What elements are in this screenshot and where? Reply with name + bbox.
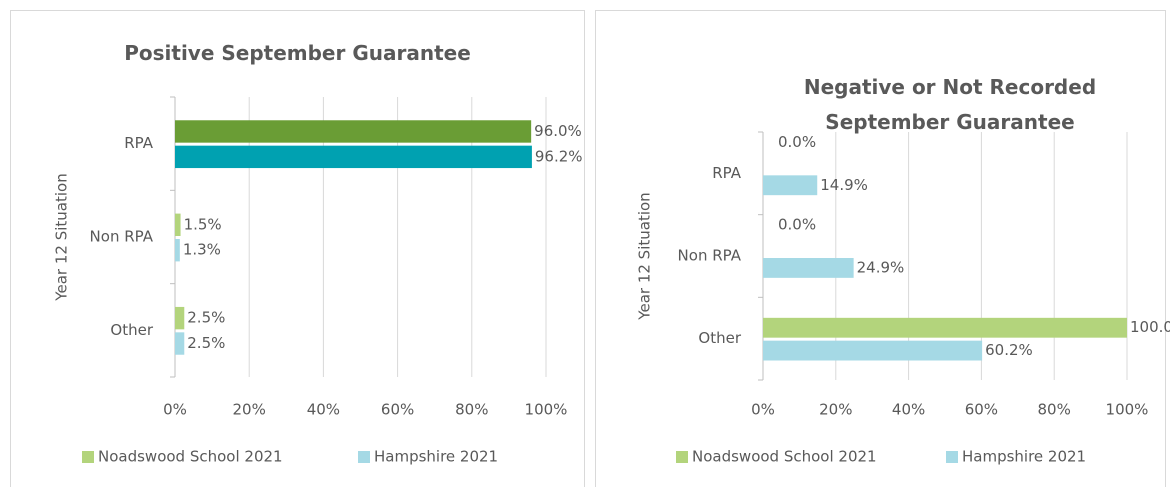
bar (175, 145, 532, 169)
y-tick-label: Other (110, 321, 153, 339)
x-tick-label: 0% (751, 401, 775, 419)
bar (763, 317, 1127, 338)
value-label: 1.5% (184, 215, 222, 233)
chart-title: Positive September Guarantee (124, 41, 471, 65)
legend-swatch (676, 451, 688, 463)
legend-swatch (358, 451, 370, 463)
value-label: 2.5% (187, 334, 225, 352)
x-tick-label: 20% (233, 401, 266, 419)
bar (763, 175, 818, 196)
value-label: 100.0% (1130, 318, 1170, 336)
legend-label: Hampshire 2021 (374, 448, 498, 466)
bar (175, 120, 532, 143)
bar (175, 332, 185, 355)
legend-swatch (82, 451, 94, 463)
legend-label: Noadswood School 2021 (692, 448, 877, 466)
x-tick-label: 80% (455, 401, 488, 419)
bar (175, 239, 180, 262)
y-tick-label: Other (698, 329, 741, 347)
x-tick-label: 100% (525, 401, 568, 419)
y-tick-label: RPA (124, 134, 154, 152)
value-label: 0.0% (778, 133, 816, 151)
bar (763, 340, 983, 361)
x-tick-label: 100% (1106, 401, 1149, 419)
x-tick-label: 80% (1038, 401, 1071, 419)
value-label: 96.2% (535, 147, 583, 165)
value-label: 96.0% (534, 122, 582, 140)
legend-label: Noadswood School 2021 (98, 448, 283, 466)
x-tick-label: 20% (819, 401, 852, 419)
value-label: 1.3% (183, 241, 221, 259)
y-tick-label: RPA (712, 164, 742, 182)
value-label: 60.2% (985, 341, 1033, 359)
value-label: 24.9% (857, 258, 905, 276)
panel (595, 10, 1166, 487)
panel (10, 10, 585, 487)
x-tick-label: 60% (965, 401, 998, 419)
value-label: 14.9% (820, 176, 868, 194)
value-label: 2.5% (187, 309, 225, 327)
bar (763, 258, 854, 278)
legend-label: Hampshire 2021 (962, 448, 1086, 466)
x-tick-label: 40% (307, 401, 340, 419)
bar (175, 213, 181, 236)
y-tick-label: Non RPA (90, 228, 154, 246)
legend-swatch (946, 451, 958, 463)
y-tick-label: Non RPA (678, 247, 742, 265)
x-tick-label: 0% (163, 401, 187, 419)
y-axis-label: Year 12 Situation (636, 192, 654, 320)
x-tick-label: 40% (892, 401, 925, 419)
x-tick-label: 60% (381, 401, 414, 419)
y-axis-label: Year 12 Situation (53, 173, 71, 301)
value-label: 0.0% (778, 216, 816, 234)
chart-title: Negative or Not Recorded September Guara… (803, 75, 1097, 134)
bar (175, 306, 185, 330)
